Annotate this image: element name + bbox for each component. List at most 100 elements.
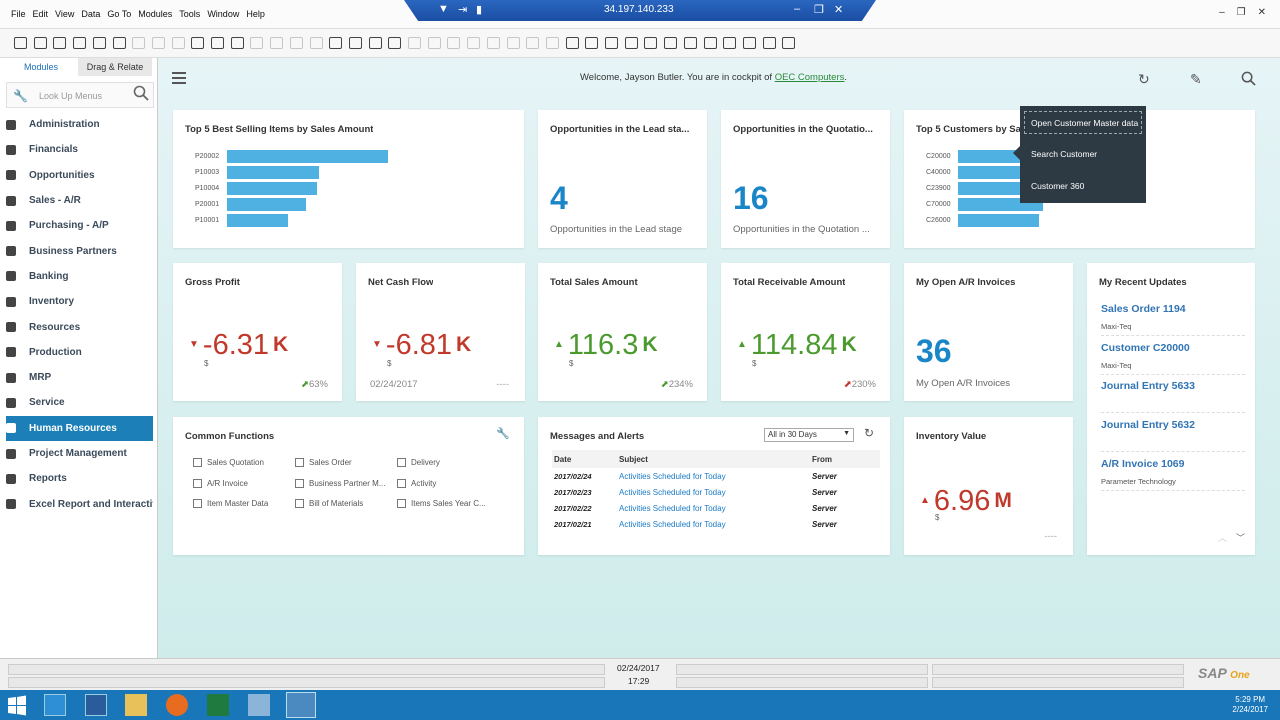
menu-item-open-customer[interactable]: Open Customer Master data (1031, 118, 1139, 128)
open-ar-invoices-card[interactable]: My Open A/R Invoices 36 My Open A/R Invo… (904, 263, 1073, 401)
close-icon[interactable]: ✕ (834, 4, 844, 16)
refresh-icon[interactable]: ↻ (1138, 71, 1150, 87)
table-row[interactable]: 2017/02/22 Activities Scheduled for Today… (552, 500, 880, 516)
lead-opportunities-card[interactable]: Opportunities in the Lead sta... 4 Oppor… (538, 110, 707, 248)
close-icon[interactable]: ✕ (1257, 7, 1266, 18)
toolbar-button-icon[interactable] (605, 37, 618, 49)
toolbar-button-icon[interactable] (73, 37, 87, 49)
common-function-link[interactable]: Activity (397, 478, 436, 488)
company-link[interactable]: OEC Computers (774, 72, 845, 83)
toolbar-button-icon[interactable] (250, 37, 264, 49)
sidebar-item[interactable]: Project Management (6, 441, 153, 466)
toolbar-button-icon[interactable] (467, 37, 481, 49)
toolbar-button-icon[interactable] (14, 37, 27, 49)
toolbar-button-icon[interactable] (211, 37, 224, 49)
minimize-icon[interactable]: – (1219, 7, 1225, 18)
sap-b1-icon[interactable] (286, 692, 316, 718)
common-function-link[interactable]: A/R Invoice (193, 478, 248, 488)
restore-icon[interactable]: ❐ (1236, 7, 1246, 18)
search-icon[interactable] (1241, 71, 1256, 86)
toolbar-button-icon[interactable] (112, 37, 126, 49)
sidebar-item[interactable]: Purchasing - A/P (6, 213, 153, 238)
menu-item[interactable]: Modules (138, 9, 173, 19)
powershell-icon[interactable] (85, 694, 107, 716)
sidebar-item[interactable]: Business Partners (6, 238, 153, 263)
top5-items-card[interactable]: Top 5 Best Selling Items by Sales Amount… (173, 110, 524, 248)
server-manager-icon[interactable] (44, 694, 66, 716)
menu-item[interactable]: Edit (32, 9, 49, 19)
common-function-link[interactable]: Business Partner M... (295, 478, 385, 488)
toolbar-button-icon[interactable] (624, 37, 638, 49)
excel-icon[interactable] (207, 694, 229, 716)
sidebar-item[interactable]: Resources (6, 314, 153, 339)
refresh-icon[interactable]: ↻ (864, 426, 875, 440)
toolbar-button-icon[interactable] (408, 37, 421, 49)
table-cell[interactable]: Activities Scheduled for Today (619, 471, 726, 481)
common-function-link[interactable]: Bill of Materials (295, 499, 363, 508)
chevron-down-icon[interactable]: ▼ (438, 3, 449, 15)
common-function-link[interactable]: Items Sales Year C... (397, 499, 486, 508)
menu-item[interactable]: View (55, 9, 75, 19)
toolbar-button-icon[interactable] (368, 37, 382, 49)
sidebar-item[interactable]: Financials (6, 137, 153, 162)
net-cash-flow-card[interactable]: Net Cash Flow ▼ -6.81 K $ 02/24/2017 ---- (356, 263, 525, 401)
menu-icon[interactable] (172, 72, 186, 87)
edit-icon[interactable]: ✎ (1190, 71, 1202, 87)
toolbar-button-icon[interactable] (762, 37, 776, 49)
sidebar-item[interactable]: Administration (6, 112, 153, 137)
toolbar-button-icon[interactable] (427, 37, 441, 49)
toolbar-button-icon[interactable] (92, 37, 106, 49)
menu-item[interactable]: Help (246, 9, 265, 19)
toolbar-button-icon[interactable] (348, 37, 362, 49)
table-cell[interactable]: Activities Scheduled for Today (619, 519, 726, 529)
toolbar-button-icon[interactable] (388, 37, 402, 49)
minimize-icon[interactable]: – (794, 3, 801, 15)
file-explorer-icon[interactable] (125, 694, 147, 716)
sidebar-item[interactable]: Service (6, 390, 153, 415)
sidebar-item[interactable]: Reports (6, 466, 153, 491)
table-cell[interactable]: Activities Scheduled for Today (619, 487, 726, 497)
toolbar-button-icon[interactable] (270, 37, 284, 49)
toolbar-button-icon[interactable] (644, 37, 658, 49)
menu-item-search-customer[interactable]: Search Customer (1031, 149, 1098, 159)
toolbar-button-icon[interactable] (545, 37, 559, 49)
menu-item[interactable]: Go To (107, 9, 132, 19)
update-link[interactable]: Customer C20000 (1101, 342, 1190, 354)
menu-item[interactable]: Data (81, 9, 101, 19)
menu-item[interactable]: Window (207, 9, 240, 19)
sidebar-item[interactable]: Inventory (6, 289, 153, 314)
toolbar-button-icon[interactable] (703, 37, 717, 49)
common-function-link[interactable]: Item Master Data (193, 499, 268, 508)
bar-row[interactable]: P20001 (195, 196, 388, 212)
inventory-value-card[interactable]: Inventory Value ▲ 6.96 M $ ---- (904, 417, 1073, 555)
toolbar-button-icon[interactable] (230, 37, 244, 49)
wrench-icon[interactable]: 🔧 (496, 428, 510, 440)
toolbar-button-icon[interactable] (289, 37, 303, 49)
lookup-menus[interactable]: 🔧 Look Up Menus (6, 82, 154, 108)
bar-row[interactable]: C26000 (926, 212, 1059, 228)
toolbar-button-icon[interactable] (723, 37, 737, 49)
toolbar-button-icon[interactable] (742, 37, 756, 49)
tab-modules[interactable]: Modules (4, 58, 78, 76)
toolbar-button-icon[interactable] (171, 37, 185, 49)
menu-item-customer-360[interactable]: Customer 360 (1031, 181, 1085, 191)
total-receivable-card[interactable]: Total Receivable Amount ▲ 114.84 K $ ⬈230% (721, 263, 890, 401)
table-row[interactable]: 2017/02/24 Activities Scheduled for Today… (552, 468, 880, 484)
sidebar-item[interactable]: Human Resources (6, 415, 153, 441)
bar-row[interactable]: P10004 (195, 180, 388, 196)
toolbar-button-icon[interactable] (53, 37, 67, 49)
quotation-opportunities-card[interactable]: Opportunities in the Quotatio... 16 Oppo… (721, 110, 890, 248)
update-link[interactable]: A/R Invoice 1069 (1101, 458, 1185, 470)
bar-row[interactable]: P10003 (195, 164, 388, 180)
sidebar-item[interactable]: Opportunities (6, 163, 153, 188)
gross-profit-card[interactable]: Gross Profit ▼ -6.31 K $ ⬈63% (173, 263, 342, 401)
sidebar-item[interactable]: Banking (6, 264, 153, 289)
update-link[interactable]: Sales Order 1194 (1101, 303, 1186, 315)
sidebar-item[interactable]: MRP (6, 365, 153, 390)
chevron-down-icon[interactable]: ﹀ (1236, 533, 1246, 543)
toolbar-button-icon[interactable] (486, 37, 500, 49)
app-icon[interactable] (248, 694, 270, 716)
toolbar-button-icon[interactable] (132, 37, 146, 49)
common-function-link[interactable]: Sales Quotation (193, 458, 264, 467)
toolbar-button-icon[interactable] (683, 37, 697, 49)
